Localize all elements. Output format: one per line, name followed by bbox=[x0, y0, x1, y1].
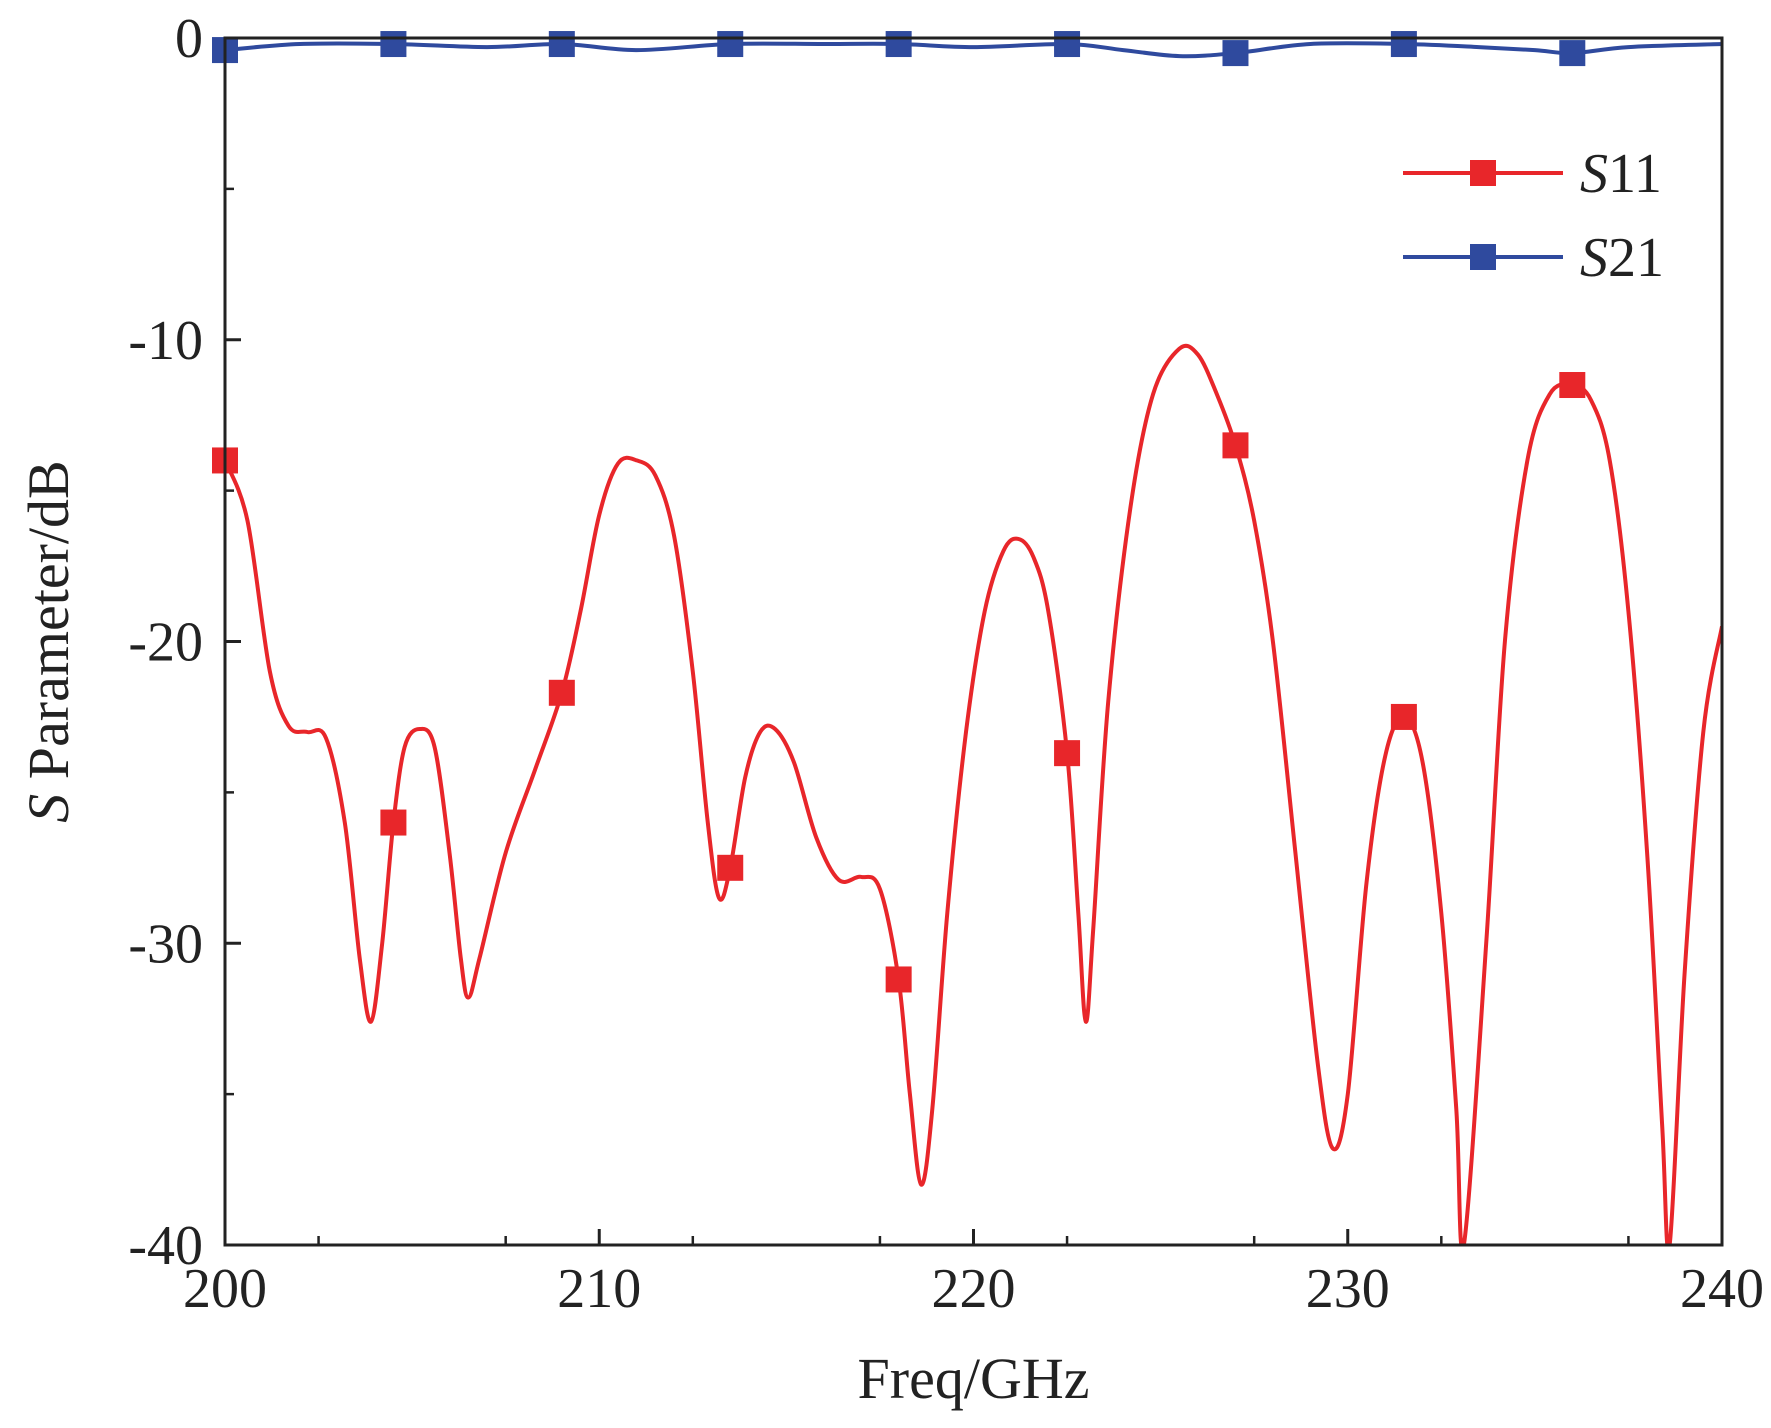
s11-marker bbox=[717, 854, 744, 881]
s21-line bbox=[225, 41, 1722, 59]
s11-marker bbox=[1222, 432, 1249, 459]
s11-line bbox=[225, 343, 1722, 1245]
y-tick-label: -30 bbox=[128, 913, 203, 975]
s11-marker bbox=[1559, 372, 1586, 399]
y-axis-title-rest: Parameter/dB bbox=[16, 460, 81, 793]
x-axis-title: Freq/GHz bbox=[858, 1346, 1090, 1411]
series-s21 bbox=[225, 41, 1722, 59]
ticks-layer: 200 210 220 230 240 0 -10 -20 -30 -40 bbox=[128, 8, 1764, 1320]
s21-marker bbox=[717, 31, 744, 58]
s11-marker bbox=[885, 966, 912, 993]
s11-marker bbox=[380, 809, 407, 836]
x-tick-label: 210 bbox=[557, 1258, 641, 1320]
series-s11 bbox=[225, 343, 1722, 1245]
x-tick-label: 230 bbox=[1306, 1258, 1390, 1320]
y-axis-title: S Parameter/dB bbox=[16, 460, 81, 822]
legend-marker-s21 bbox=[1470, 244, 1496, 270]
s21-marker bbox=[548, 31, 575, 58]
legend-label-s11: S11 bbox=[1580, 143, 1662, 205]
s11-marker bbox=[548, 679, 575, 706]
y-tick-label: 0 bbox=[175, 8, 203, 70]
s21-marker bbox=[1559, 40, 1586, 67]
series-layer bbox=[212, 31, 1722, 1245]
y-tick-label: -10 bbox=[128, 310, 203, 372]
s21-marker bbox=[1390, 31, 1417, 58]
s11-marker bbox=[1390, 703, 1417, 730]
plot-frame bbox=[223, 36, 1724, 1247]
legend-label-s21: S21 bbox=[1580, 227, 1664, 289]
s21-marker bbox=[885, 31, 912, 58]
s21-marker bbox=[1222, 40, 1249, 67]
x-tick-label: 240 bbox=[1680, 1258, 1764, 1320]
s11-marker bbox=[1054, 740, 1081, 767]
x-tick-label: 200 bbox=[183, 1258, 267, 1320]
x-tick-label: 220 bbox=[932, 1258, 1016, 1320]
y-tick-label: -20 bbox=[128, 612, 203, 674]
s21-marker bbox=[380, 31, 407, 58]
y-axis-title-italic: S bbox=[16, 794, 81, 823]
legend-marker-s11 bbox=[1470, 160, 1496, 186]
s21-marker bbox=[1054, 31, 1081, 58]
y-tick-label: -40 bbox=[128, 1215, 203, 1277]
